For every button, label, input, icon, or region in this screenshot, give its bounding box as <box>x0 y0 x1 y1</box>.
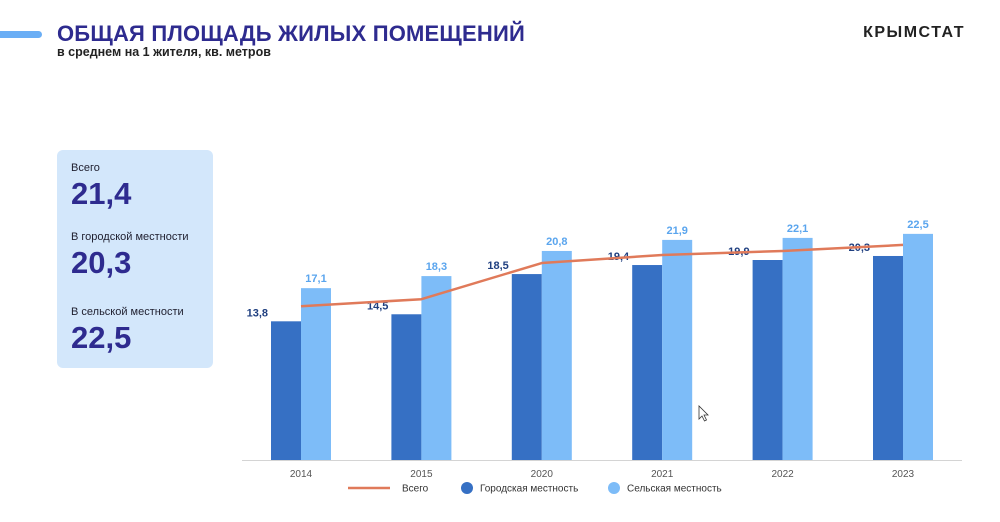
summary-urban-label: В городской местности <box>71 231 189 243</box>
x-tick-label-2021: 2021 <box>651 469 674 480</box>
bar-rural-2014 <box>301 288 331 460</box>
x-tick-label-2015: 2015 <box>410 469 433 480</box>
series-line-total <box>300 243 904 308</box>
data-label-urban-2020: 18,5 <box>487 260 508 272</box>
summary-rural-label: В сельской местности <box>71 306 184 318</box>
legend-label-rural: Сельская местность <box>627 484 722 495</box>
data-label-rural-2014: 17,1 <box>305 273 326 285</box>
bar-urban-2015 <box>391 314 422 460</box>
bar-rural-2015 <box>421 276 452 460</box>
summary-rural-value: 22,5 <box>71 320 132 355</box>
summary-card: Всего 21,4 В городской местности 20,3 В … <box>57 150 213 368</box>
x-tick-label-2020: 2020 <box>531 469 554 480</box>
legend-label-total: Всего <box>402 484 429 495</box>
x-tick-label-2014: 2014 <box>290 469 313 480</box>
bar-urban-2014 <box>271 321 301 460</box>
header-accent-bar <box>0 31 42 38</box>
summary-total-label: Всего <box>71 162 100 174</box>
legend-label-urban: Городская местность <box>480 484 578 495</box>
summary-total-value: 21,4 <box>71 176 132 211</box>
bar-rural-2020 <box>541 250 572 460</box>
page-subtitle: в среднем на 1 жителя, кв. метров <box>57 45 271 59</box>
legend-swatch-urban <box>461 482 473 494</box>
bar-rural-2021 <box>662 239 693 460</box>
bar-urban-2021 <box>632 265 663 460</box>
legend-swatch-rural <box>608 482 620 494</box>
mouse-cursor-icon <box>698 405 709 422</box>
bar-urban-2023 <box>873 255 903 460</box>
data-label-urban-2014: 13,8 <box>247 307 268 319</box>
data-label-rural-2021: 21,9 <box>666 225 687 237</box>
data-label-rural-2020: 20,8 <box>546 236 567 248</box>
page-title: ОБЩАЯ ПЛОЩАДЬ ЖИЛЫХ ПОМЕЩЕНИЙ <box>57 21 526 46</box>
x-tick-label-2023: 2023 <box>892 469 915 480</box>
bar-urban-2022 <box>752 260 783 460</box>
summary-urban-value: 20,3 <box>71 245 132 280</box>
bar-urban-2020 <box>511 274 542 460</box>
bar-rural-2023 <box>903 233 933 460</box>
brand-logo-text: КРЫМСТАТ <box>863 24 965 41</box>
bar-rural-2022 <box>782 237 813 460</box>
x-tick-label-2022: 2022 <box>771 469 794 480</box>
data-label-rural-2015: 18,3 <box>426 261 447 273</box>
data-label-rural-2022: 22,1 <box>787 223 808 235</box>
data-label-rural-2023: 22,5 <box>907 219 928 231</box>
